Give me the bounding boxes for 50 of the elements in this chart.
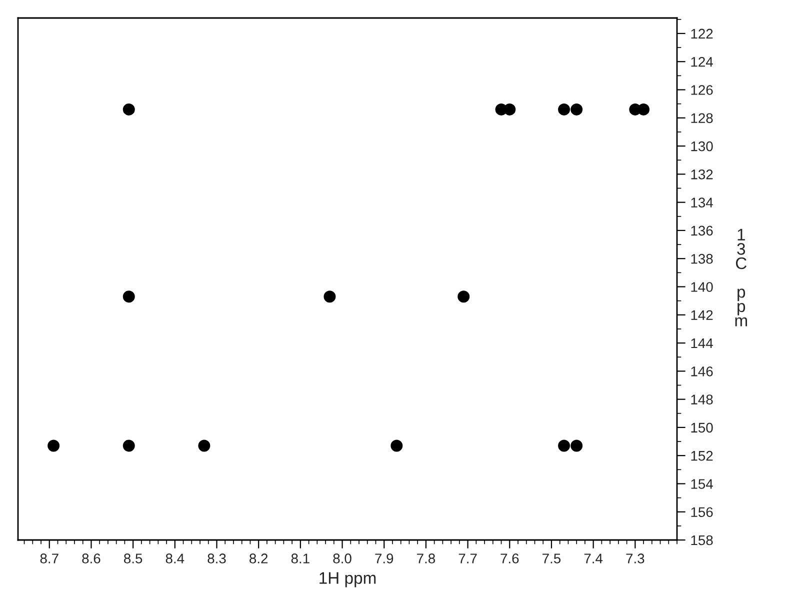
x-tick-label: 8.1 (291, 554, 310, 564)
point (458, 290, 470, 303)
x-tick-label: 8.0 (333, 554, 352, 564)
y-tick-label: 126 (691, 85, 713, 95)
y-tick-label: 148 (691, 394, 713, 404)
y-tick-label: 124 (691, 56, 713, 67)
y-tick-label: 130 (691, 141, 713, 152)
y-tick-label: 152 (691, 450, 713, 461)
x-axis-title: 1H ppm (320, 572, 376, 588)
y-tick-label: 144 (691, 338, 713, 348)
x-tick-label: 8.6 (82, 554, 100, 564)
point (324, 290, 336, 303)
x-tick-label: 7.5 (542, 554, 561, 564)
y-tick-label: 138 (691, 254, 713, 264)
y-tick-label: 140 (691, 282, 713, 292)
point (504, 103, 516, 116)
point (558, 103, 570, 116)
x-tick-label: 8.7 (40, 554, 58, 564)
x-tick-label: 7.7 (458, 554, 477, 564)
y-tick-label: 122 (691, 28, 713, 39)
y-tick-label: 146 (691, 366, 713, 376)
y-tick-label: 132 (691, 170, 713, 180)
x-tick-label: 8.5 (124, 554, 142, 564)
point (122, 290, 135, 303)
y-tick-label: 154 (691, 479, 713, 489)
y-tick-label: 142 (691, 310, 713, 320)
point (48, 440, 60, 452)
x-tick-label: 7.6 (500, 554, 519, 564)
y-tick-label: 158 (691, 535, 713, 546)
point (558, 440, 570, 452)
y-tick-label: 128 (691, 113, 713, 124)
x-tick-label: 7.9 (375, 554, 394, 564)
x-tick-label: 7.8 (417, 554, 436, 564)
point (390, 440, 403, 452)
y-tick-label: 136 (691, 226, 713, 236)
point (570, 440, 583, 452)
y-tick-label: 156 (691, 507, 713, 518)
point (122, 440, 135, 452)
point (198, 440, 210, 452)
point (570, 103, 583, 116)
x-tick-label: 7.4 (584, 554, 603, 564)
x-tick-label: 7.3 (626, 554, 644, 564)
point (122, 103, 135, 116)
point (638, 103, 650, 116)
y-axis-title: 13C ppm (735, 228, 747, 326)
x-tick-label: 8.4 (166, 554, 184, 564)
y-tick-label: 134 (691, 198, 713, 208)
x-tick-label: 8.3 (208, 554, 226, 564)
y-tick-label: 150 (691, 422, 713, 433)
x-tick-label: 8.2 (250, 554, 268, 564)
